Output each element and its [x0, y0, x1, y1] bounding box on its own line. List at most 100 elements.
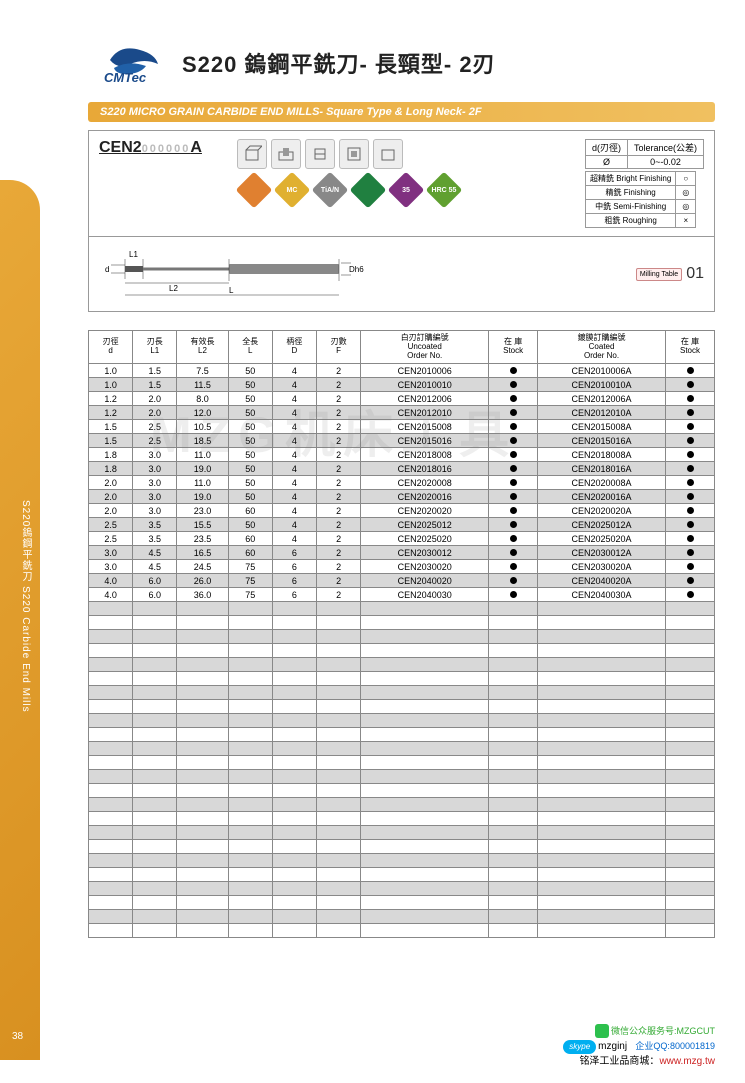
table-row: 1.22.08.05042CEN2012006CEN2012006A — [89, 392, 715, 406]
table-cell — [228, 602, 272, 616]
code-suffix: A — [190, 139, 202, 156]
table-cell — [228, 756, 272, 770]
table-cell — [272, 770, 316, 784]
table-cell: CEN2025012A — [538, 518, 666, 532]
table-cell: 50 — [228, 406, 272, 420]
table-cell: 50 — [228, 392, 272, 406]
table-cell — [538, 882, 666, 896]
table-cell — [133, 826, 177, 840]
shape-icon — [339, 139, 369, 169]
table-cell — [133, 798, 177, 812]
stock-dot — [510, 549, 517, 556]
table-cell — [228, 798, 272, 812]
table-cell — [272, 882, 316, 896]
svg-text:L2: L2 — [169, 284, 178, 293]
table-cell: 2.0 — [133, 406, 177, 420]
table-cell — [228, 672, 272, 686]
table-cell — [177, 700, 228, 714]
table-cell — [666, 742, 715, 756]
table-row: 1.22.012.05042CEN2012010CEN2012010A — [89, 406, 715, 420]
table-row — [89, 798, 715, 812]
table-cell — [89, 910, 133, 924]
table-cell — [489, 406, 538, 420]
table-cell — [666, 518, 715, 532]
code-prefix: CEN2 — [99, 139, 142, 156]
skype-icon: skype — [563, 1040, 596, 1054]
stock-dot — [510, 381, 517, 388]
table-cell: 16.5 — [177, 546, 228, 560]
table-cell: 15.5 — [177, 518, 228, 532]
table-cell: 3.5 — [133, 518, 177, 532]
table-cell — [666, 448, 715, 462]
table-cell: 3.0 — [133, 490, 177, 504]
qq-num: 800001819 — [670, 1041, 715, 1051]
table-cell — [361, 924, 489, 938]
table-cell — [489, 602, 538, 616]
table-cell — [177, 686, 228, 700]
table-cell — [666, 826, 715, 840]
table-row — [89, 742, 715, 756]
table-cell — [89, 840, 133, 854]
tolerance-and-finishing: d(刃徑)Tolerance(公差) Ø0~-0.02 超精銑 Bright F… — [585, 139, 704, 228]
table-cell: 60 — [228, 504, 272, 518]
table-cell — [666, 700, 715, 714]
finishing-table: 超精銑 Bright Finishing○精銑 Finishing◎中銑 Sem… — [585, 171, 696, 228]
table-cell — [133, 770, 177, 784]
table-row: 2.03.011.05042CEN2020008CEN2020008A — [89, 476, 715, 490]
table-cell — [177, 672, 228, 686]
table-cell — [317, 924, 361, 938]
material-diamond — [351, 173, 385, 207]
table-cell — [489, 756, 538, 770]
table-cell — [538, 854, 666, 868]
table-row — [89, 924, 715, 938]
table-cell — [133, 882, 177, 896]
table-cell — [228, 910, 272, 924]
table-cell — [538, 770, 666, 784]
table-cell — [317, 910, 361, 924]
stock-dot — [510, 493, 517, 500]
table-cell — [133, 728, 177, 742]
shop-url: www.mzg.tw — [659, 1056, 715, 1067]
table-cell — [89, 882, 133, 896]
table-cell: CEN2018008 — [361, 448, 489, 462]
material-diamond: 35 — [389, 173, 423, 207]
column-header: 在 庫Stock — [489, 331, 538, 364]
content-area: CEN2000000A MCTiA/N35HRC 55 d(刃徑)Toleran… — [88, 130, 715, 938]
table-cell — [489, 658, 538, 672]
table-cell — [177, 812, 228, 826]
table-cell: CEN2030020A — [538, 560, 666, 574]
table-cell — [133, 644, 177, 658]
column-header: 有效長L2 — [177, 331, 228, 364]
table-cell — [177, 714, 228, 728]
stock-dot — [510, 409, 517, 416]
table-cell — [489, 574, 538, 588]
table-cell: 1.8 — [89, 448, 133, 462]
stock-dot — [510, 451, 517, 458]
shop-line: 铭泽工业品商城：www.mzg.tw — [563, 1054, 715, 1069]
table-cell: 2.5 — [133, 420, 177, 434]
table-row: 1.52.510.55042CEN2015008CEN2015008A — [89, 420, 715, 434]
table-cell — [666, 476, 715, 490]
table-cell — [228, 770, 272, 784]
table-cell — [317, 826, 361, 840]
table-cell — [177, 644, 228, 658]
table-cell — [666, 882, 715, 896]
table-cell: CEN2040030 — [361, 588, 489, 602]
table-row — [89, 728, 715, 742]
table-cell: 3.5 — [133, 532, 177, 546]
shop-label: 铭泽工业品商城： — [579, 1056, 659, 1067]
table-cell — [317, 896, 361, 910]
table-cell — [361, 616, 489, 630]
table-row — [89, 812, 715, 826]
diamond-icon-row: MCTiA/N35HRC 55 — [237, 173, 577, 207]
table-cell — [489, 910, 538, 924]
table-cell — [666, 798, 715, 812]
table-cell — [538, 756, 666, 770]
table-cell — [317, 728, 361, 742]
table-cell — [489, 854, 538, 868]
table-cell: 3.0 — [133, 504, 177, 518]
table-cell — [489, 798, 538, 812]
table-cell — [666, 364, 715, 378]
table-cell — [177, 756, 228, 770]
table-cell: 23.5 — [177, 532, 228, 546]
